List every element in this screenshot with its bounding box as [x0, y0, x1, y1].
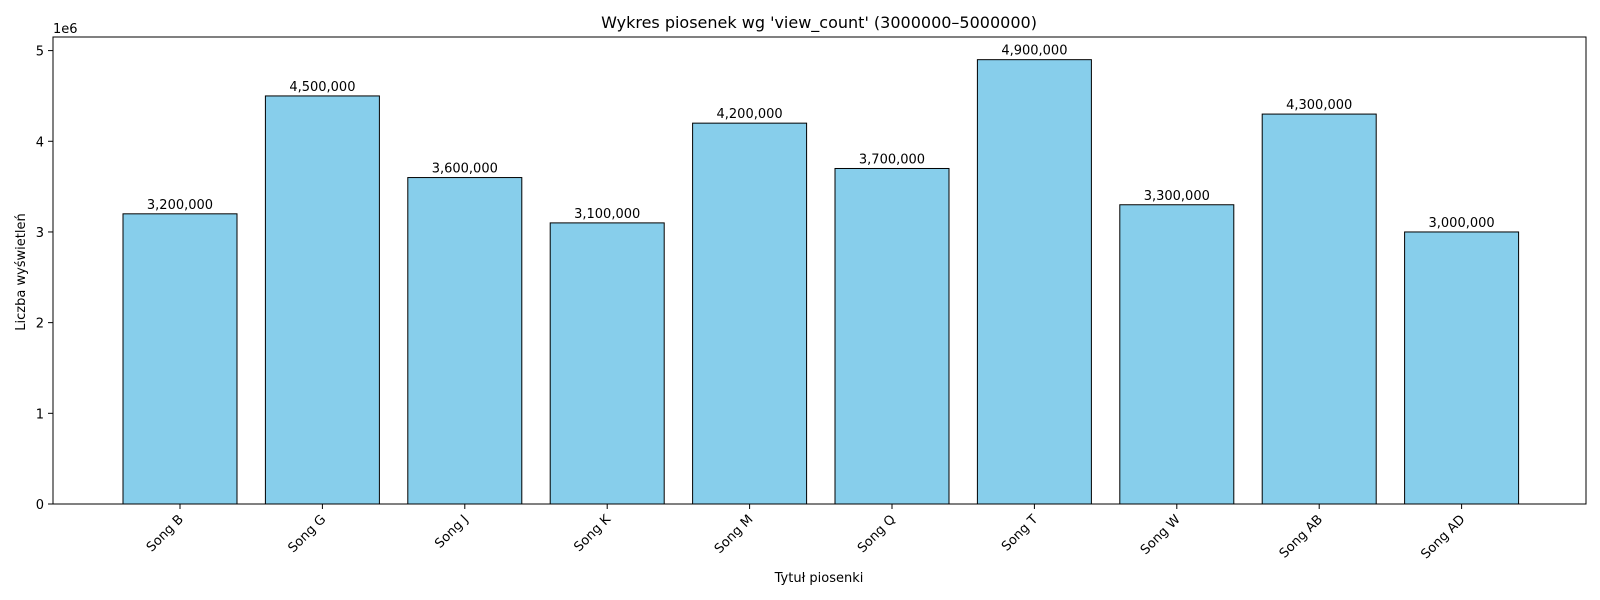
bar-song-ab — [1261, 113, 1377, 505]
x-tick-label: Song Q — [855, 512, 899, 556]
data-label: 3,600,000 — [432, 162, 498, 177]
data-label: 4,500,000 — [289, 80, 355, 95]
y-tick-label: 2 — [36, 317, 44, 332]
y-tick-label: 3 — [36, 226, 44, 241]
bars-group — [122, 59, 1520, 505]
bar-song-q — [834, 167, 950, 505]
y-axis-label: Liczba wyświetleń — [14, 213, 29, 330]
x-tick-label: Song B — [144, 512, 187, 555]
data-labels-group: 3,200,000 4,500,000 3,600,000 3,100,000 4,20… — [147, 44, 1495, 231]
x-tick-label: Song W — [1138, 512, 1184, 558]
data-label: 4,200,000 — [717, 107, 783, 122]
y-tick-label: 0 — [36, 498, 44, 513]
x-tick-label: Song J — [432, 512, 471, 551]
data-label: 3,000,000 — [1429, 216, 1495, 231]
bar-song-t — [976, 59, 1092, 505]
x-tick-label: Song AB — [1277, 512, 1326, 561]
data-label: 4,300,000 — [1286, 98, 1352, 113]
bar-song-g — [264, 95, 380, 505]
y-axis-offset-label: 1e6 — [53, 22, 78, 37]
bar-song-b — [122, 213, 238, 505]
plot-frame — [52, 36, 1587, 505]
x-tick-label: Song AD — [1418, 512, 1468, 562]
bar-song-m — [692, 122, 808, 505]
y-tick-label: 5 — [36, 45, 44, 60]
bar-song-w — [1119, 204, 1235, 505]
y-tick-label: 1 — [36, 407, 44, 422]
x-tick-label: Song T — [999, 512, 1041, 554]
data-label: 3,300,000 — [1144, 189, 1210, 204]
y-axis: 0 1 2 3 4 5 — [36, 45, 53, 513]
bar-song-ad — [1404, 231, 1520, 505]
bar-song-j — [407, 177, 523, 505]
y-tick-label: 4 — [36, 135, 44, 150]
x-axis: Song B Song G Song J Song K Song M Song Q Song… — [144, 504, 1468, 562]
x-tick-label: Song G — [285, 512, 329, 556]
x-tick-label: Song K — [571, 512, 614, 555]
bar-song-k — [549, 222, 665, 505]
data-label: 4,900,000 — [1001, 44, 1067, 59]
x-tick-label: Song M — [712, 512, 757, 557]
data-label: 3,100,000 — [574, 207, 640, 222]
data-label: 3,200,000 — [147, 198, 213, 213]
x-axis-label: Tytuł piosenki — [774, 571, 864, 586]
chart-title: Wykres piosenek wg 'view_count' (3000000… — [601, 13, 1037, 33]
data-label: 3,700,000 — [859, 152, 925, 167]
